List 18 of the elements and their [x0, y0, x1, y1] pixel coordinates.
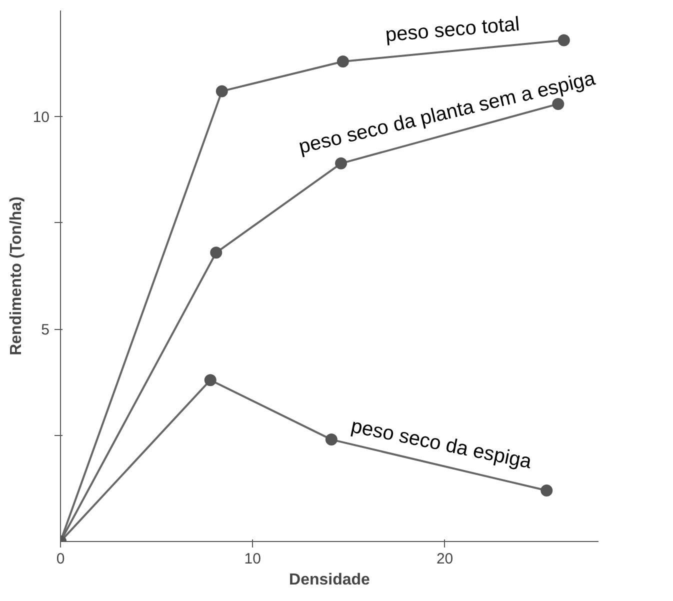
point: [336, 55, 349, 68]
text: peso seco da planta sem a espiga: [296, 67, 598, 158]
x-axis-title: Densidade: [289, 572, 370, 588]
point: [210, 246, 222, 259]
x-tick-label: 0: [56, 550, 65, 568]
x-tick-label: 10: [244, 550, 261, 568]
point: [204, 374, 216, 386]
x-tick-label: 20: [436, 550, 454, 568]
point: [558, 34, 570, 46]
series-label: peso seco total: [384, 13, 520, 46]
text: peso seco da espiga: [349, 415, 534, 474]
point: [540, 484, 553, 497]
point: [325, 434, 338, 446]
point: [335, 157, 348, 170]
point: [552, 98, 564, 110]
point: [216, 85, 228, 98]
y-axis-title: Rendimento (Ton/ha): [8, 196, 25, 356]
y-tick-label: 5: [41, 322, 50, 339]
